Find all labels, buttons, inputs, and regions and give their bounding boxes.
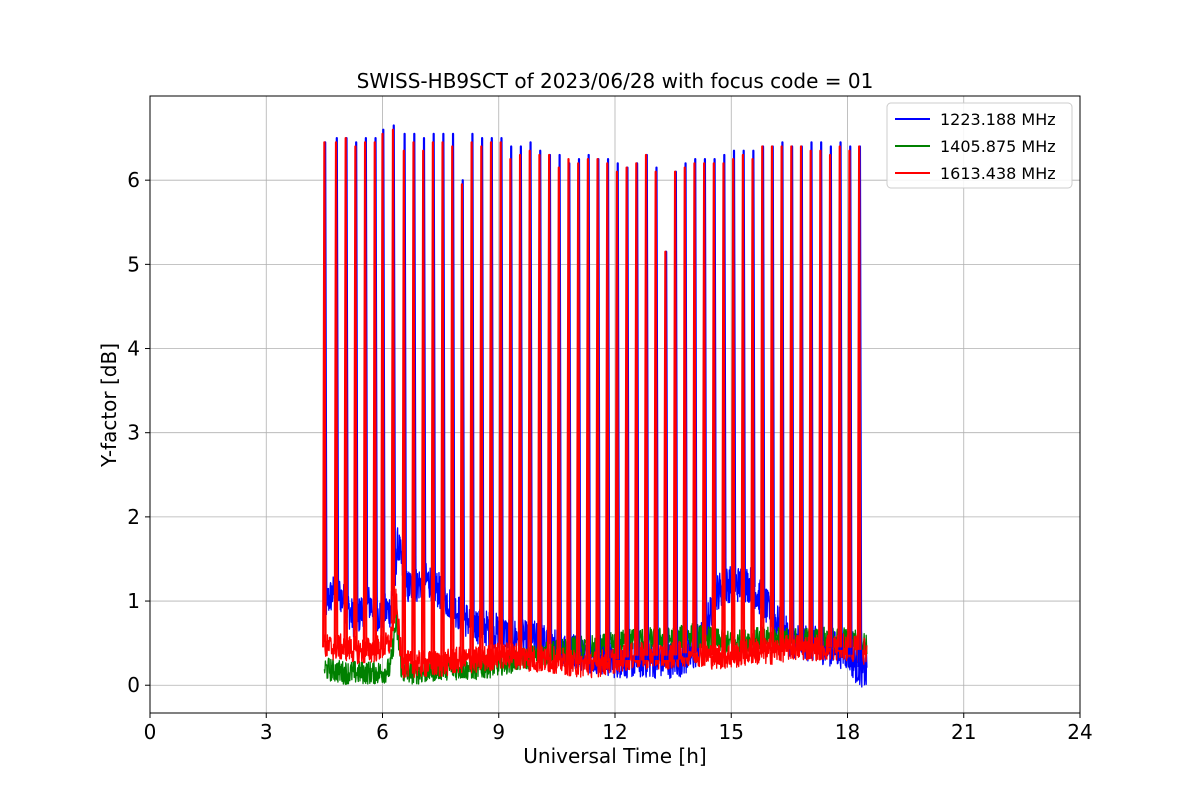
plot-area xyxy=(322,124,868,688)
y-tick-label: 4 xyxy=(127,337,140,361)
x-tick-label: 15 xyxy=(719,720,744,744)
legend-label: 1223.188 MHz xyxy=(940,110,1056,129)
x-tick-label: 18 xyxy=(835,720,860,744)
y-tick-label: 1 xyxy=(127,589,140,613)
x-tick-label: 0 xyxy=(144,720,157,744)
legend-label: 1405.875 MHz xyxy=(940,137,1056,156)
x-axis: 0 3 6 9 12 15 18 21 24 xyxy=(144,713,1093,744)
x-tick-label: 24 xyxy=(1067,720,1092,744)
legend-label: 1613.438 MHz xyxy=(940,164,1056,183)
y-tick-label: 6 xyxy=(127,168,140,192)
y-tick-label: 5 xyxy=(127,252,140,276)
legend: 1223.188 MHz 1405.875 MHz 1613.438 MHz xyxy=(886,102,1073,189)
y-tick-label: 3 xyxy=(127,421,140,445)
y-axis-label: Y-factor [dB] xyxy=(97,343,121,468)
x-tick-label: 9 xyxy=(492,720,505,744)
x-axis-label: Universal Time [h] xyxy=(523,744,706,768)
series-layer xyxy=(322,124,868,688)
y-tick-label: 2 xyxy=(127,505,140,529)
legend-frame xyxy=(886,102,1073,189)
y-tick-label: 0 xyxy=(127,673,140,697)
chart-title: SWISS-HB9SCT of 2023/06/28 with focus co… xyxy=(357,69,874,93)
y-axis: 0 1 2 3 4 5 6 xyxy=(127,168,150,697)
x-tick-label: 6 xyxy=(376,720,389,744)
x-tick-label: 3 xyxy=(260,720,273,744)
x-tick-label: 12 xyxy=(602,720,627,744)
calibration-spikes xyxy=(322,128,862,665)
x-tick-label: 21 xyxy=(951,720,976,744)
